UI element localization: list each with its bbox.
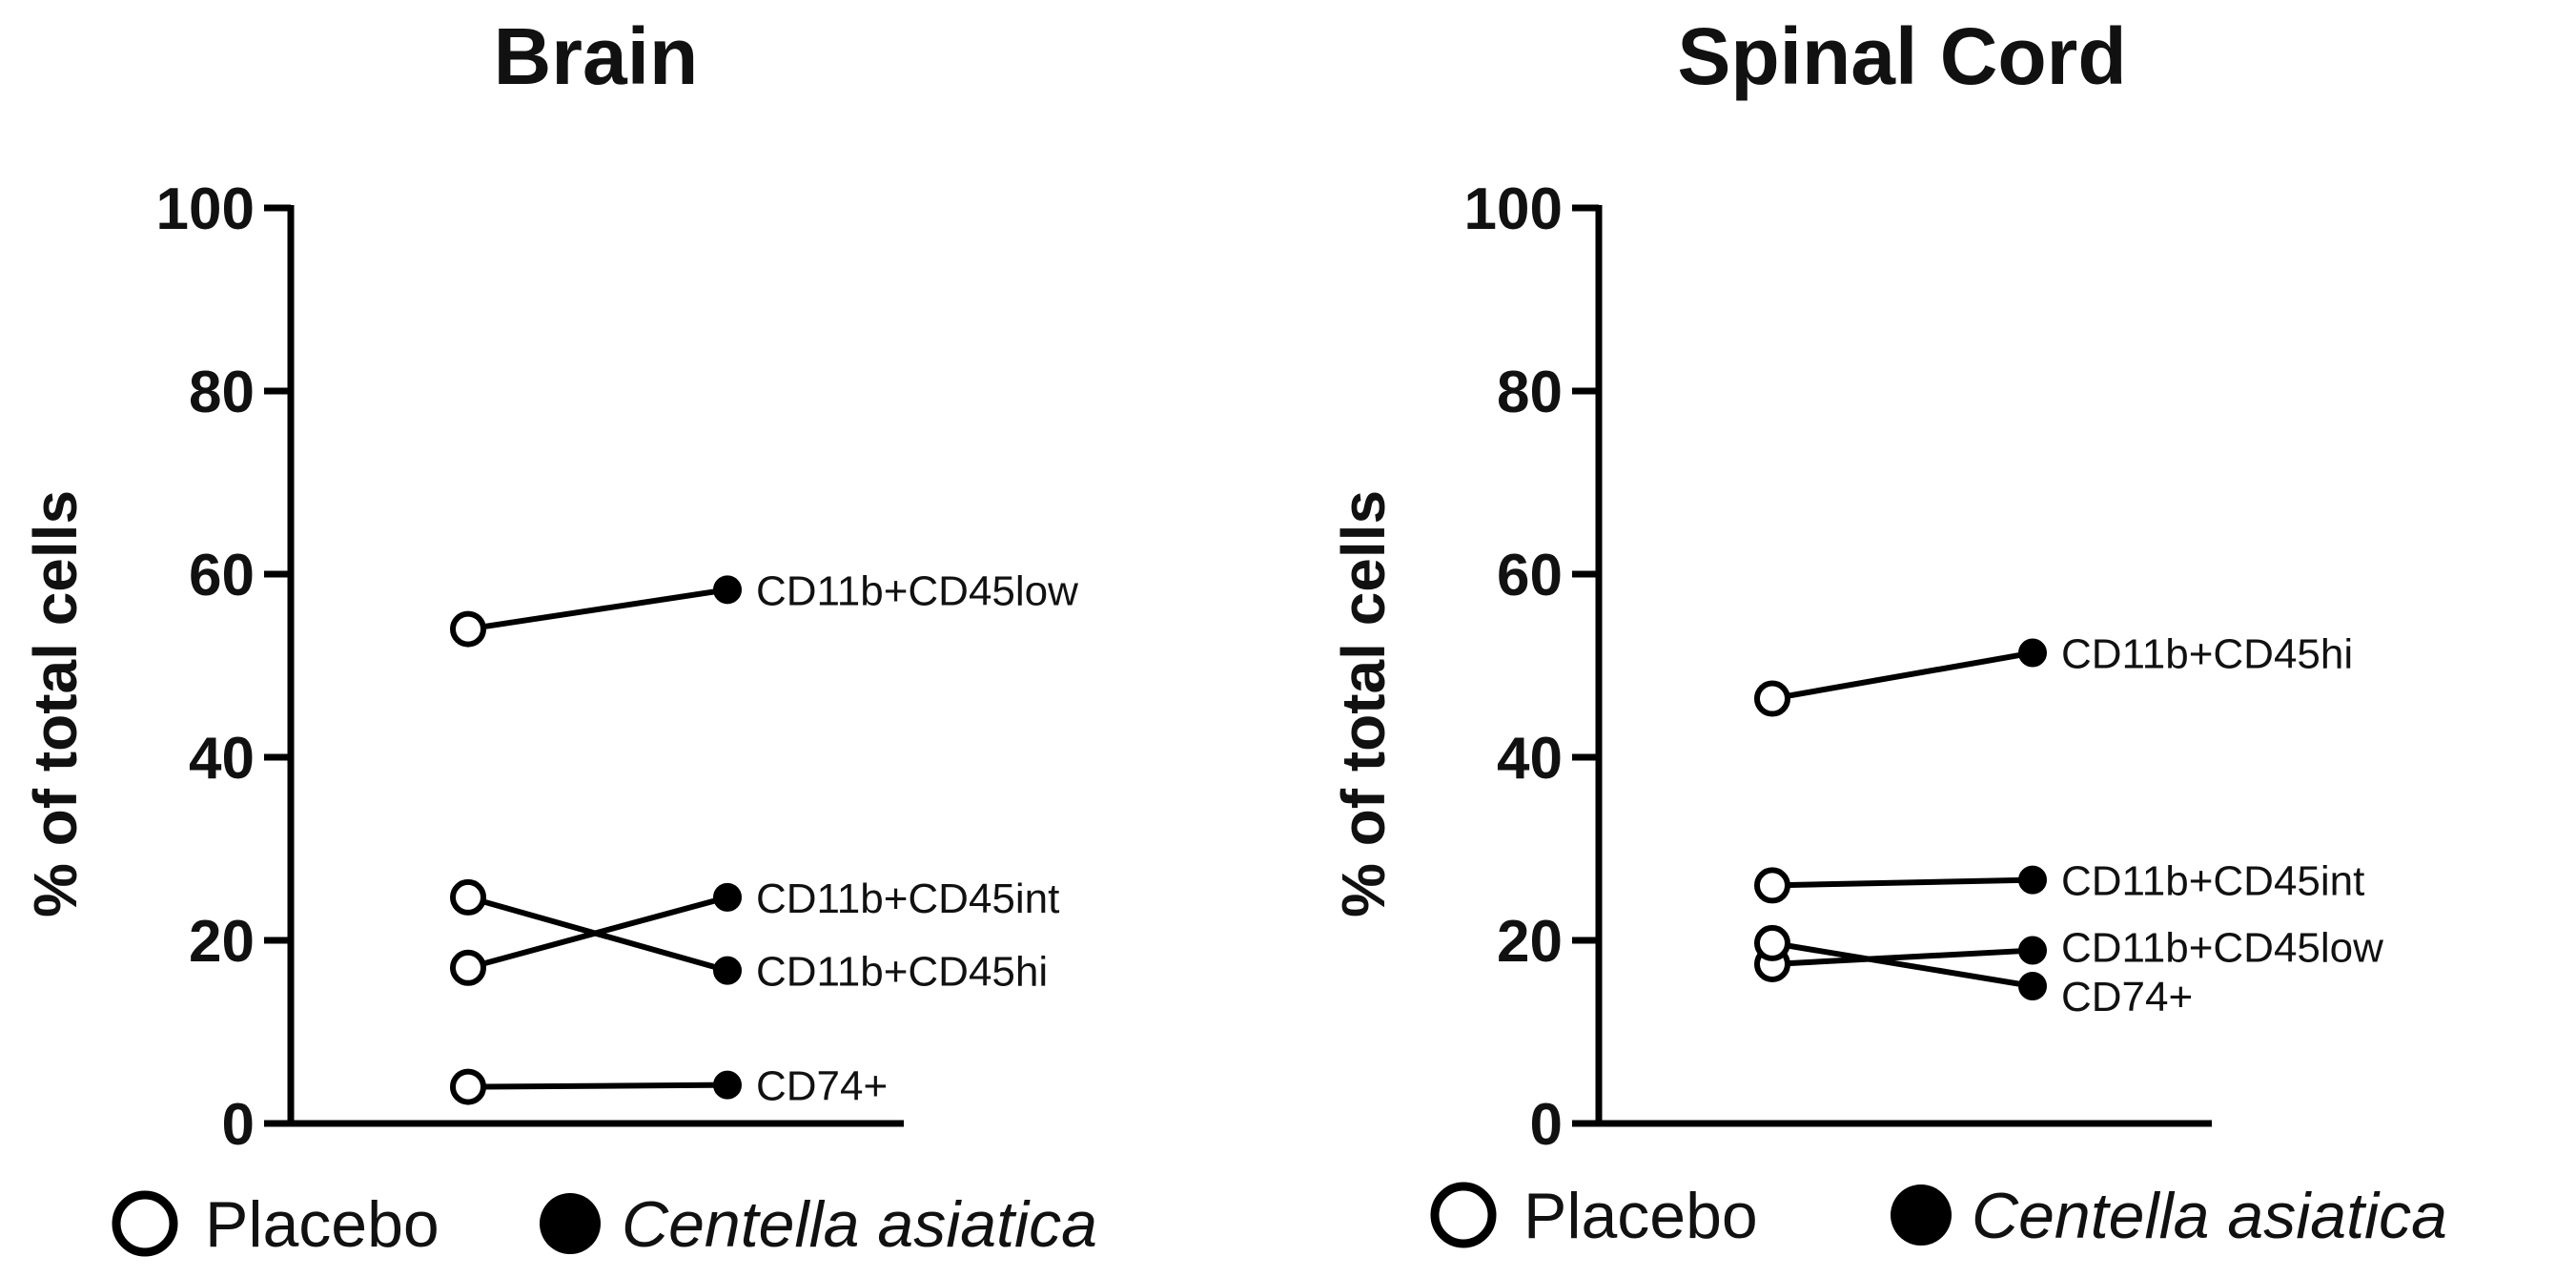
placebo-point-cd11b-cd45low	[450, 610, 486, 648]
placebo-point-cd11b-cd45hi	[1754, 680, 1790, 717]
y-tick-label: 100	[1464, 176, 1563, 242]
chart-panel-brain: Brain % of total cells 0 20 40 60 80 100 CD11b+C…	[21, 11, 1097, 1261]
legend-label-centella-asiatica: Centella asiatica	[622, 1188, 1097, 1261]
y-tick-label: 40	[1497, 726, 1563, 792]
y-tick-label: 60	[1497, 543, 1563, 608]
centella-point-cd11b-cd45hi	[2018, 638, 2047, 668]
y-tick-label: 80	[1497, 360, 1563, 425]
placebo-point-cd11b-cd45hi	[450, 878, 486, 916]
legend-filled-circle-icon	[540, 1193, 601, 1254]
y-tick-label: 0	[1530, 1092, 1563, 1158]
centella-point-cd11b-cd45low	[713, 575, 742, 605]
series-label-cd11b-cd45low: CD11b+CD45low	[756, 567, 1078, 614]
chart-panel-spinal-cord: Spinal Cord % of total cells 0 20 40 60 80 100 C…	[1329, 11, 2447, 1252]
y-axis-label: % of total cells	[21, 490, 90, 917]
y-tick-label: 0	[222, 1092, 255, 1158]
y-tick-label: 80	[189, 360, 255, 425]
series-line-cd11b-cd45hi	[1771, 649, 2034, 702]
placebo-point-cd11b-cd45int	[1754, 867, 1790, 904]
legend-open-circle-icon	[1430, 1182, 1497, 1248]
centella-point-cd11b-cd45int	[713, 882, 742, 912]
series-label-cd11b-cd45low: CD11b+CD45low	[2061, 925, 2383, 972]
centella-point-cd11b-cd45hi	[713, 956, 742, 985]
chart-title: Brain	[494, 11, 699, 101]
y-tick-label: 40	[189, 726, 255, 792]
y-tick-label: 100	[156, 176, 255, 242]
legend-label-placebo: Placebo	[205, 1188, 440, 1261]
series-line-cd11b-cd45hi	[467, 894, 728, 974]
legend: Placebo Centella asiatica	[112, 1188, 1097, 1261]
placebo-point-cd74-	[450, 1068, 486, 1105]
series-label-cd11b-cd45hi: CD11b+CD45hi	[756, 949, 1048, 996]
series-label-cd11b-cd45hi: CD11b+CD45hi	[2061, 631, 2353, 678]
placebo-point-cd74-	[1754, 924, 1790, 961]
centella-point-cd11b-cd45low	[2018, 936, 2047, 965]
series-line-cd11b-cd45int	[1771, 876, 2034, 889]
legend: Placebo Centella asiatica	[1430, 1180, 2447, 1252]
series-line-cd11b-cd45low	[467, 587, 728, 632]
legend-label-placebo: Placebo	[1523, 1180, 1758, 1252]
legend-filled-circle-icon	[1891, 1184, 1952, 1246]
centella-point-cd74-	[713, 1070, 742, 1100]
series-label-cd11b-cd45int: CD11b+CD45int	[756, 875, 1059, 922]
series-line-cd74-	[1771, 939, 2034, 989]
series-line-cd11b-cd45low	[1771, 947, 2034, 967]
series-label-cd74-: CD74+	[2061, 974, 2193, 1020]
placebo-point-cd11b-cd45int	[450, 949, 486, 986]
series-line-cd74-	[467, 1081, 728, 1090]
legend-label-centella-asiatica: Centella asiatica	[1972, 1180, 2447, 1252]
y-tick-label: 20	[1497, 909, 1563, 975]
series-label-cd74-: CD74+	[756, 1063, 888, 1110]
centella-point-cd74-	[2018, 972, 2047, 1000]
y-tick-label: 20	[189, 909, 255, 975]
series-label-cd11b-cd45int: CD11b+CD45int	[2061, 858, 2364, 905]
chart-title: Spinal Cord	[1677, 11, 2126, 101]
y-tick-label: 60	[189, 543, 255, 608]
y-axis-label: % of total cells	[1329, 490, 1398, 917]
legend-open-circle-icon	[112, 1190, 178, 1257]
centella-point-cd11b-cd45int	[2018, 865, 2047, 895]
